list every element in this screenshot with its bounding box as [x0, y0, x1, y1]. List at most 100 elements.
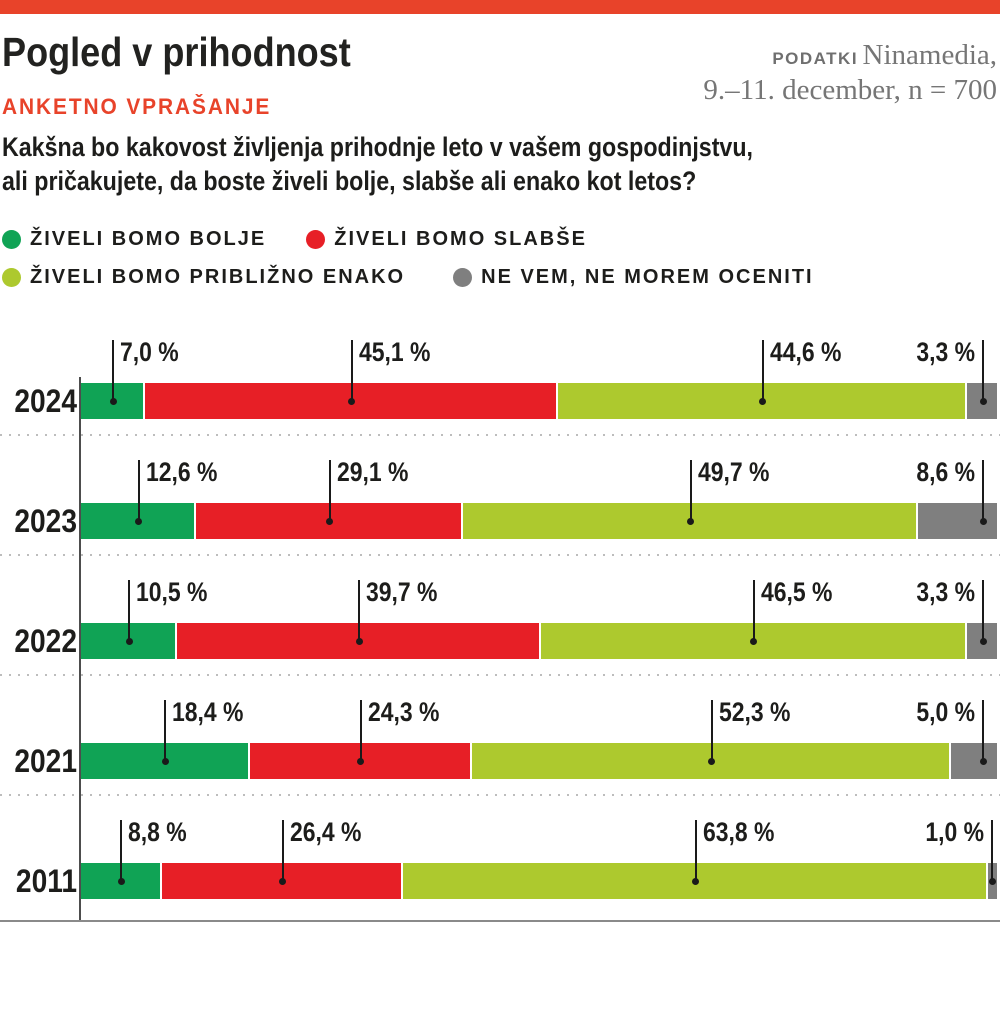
percent-label: 45,1 %: [358, 337, 431, 367]
leader-line: [982, 700, 984, 761]
leader-dot: [979, 517, 987, 525]
legend-dot-worse-icon: [306, 229, 326, 249]
leader-dot: [348, 397, 356, 405]
leader-line: [710, 700, 713, 761]
bar-segment: [951, 743, 997, 779]
leader-dot: [279, 877, 287, 885]
bar-row-2024: 2024 7,0 % 45,1 % 44,6 % 3,3 %: [0, 337, 1000, 457]
bar-row-2023: 2023 12,6 % 29,1 % 49,7 % 8,6 %: [0, 457, 1000, 577]
percent-label: 1,0 %: [925, 817, 985, 847]
x-baseline: [0, 920, 1000, 922]
kicker: ANKETNO VPRAŠANJE: [2, 94, 272, 119]
leader-line: [281, 820, 284, 881]
percent-label: 63,8 %: [702, 817, 775, 847]
leader-dot: [161, 757, 169, 765]
leader-dot: [117, 877, 125, 885]
percent-label: 10,5 %: [136, 577, 208, 607]
leader-dot: [750, 637, 758, 645]
leader-dot: [125, 637, 133, 645]
survey-question: Kakšna bo kakovost življenja prihodnje l…: [2, 130, 753, 198]
legend-row-1: ŽIVELI BOMO BOLJE ŽIVELI BOMO SLABŠE: [2, 224, 814, 254]
percent-label: 7,0 %: [120, 337, 179, 367]
source-line-1: PODATKI Ninamedia,: [703, 40, 997, 75]
leader-line: [112, 340, 115, 401]
year-label: 2022: [14, 623, 77, 659]
page-title: Pogled v prihodnost: [2, 29, 351, 75]
leader-dot: [357, 757, 365, 765]
legend-row-2: ŽIVELI BOMO PRIBLIŽNO ENAKO NE VEM, NE M…: [2, 262, 814, 292]
legend-item-unknown: NE VEM, NE MOREM OCENITI: [453, 266, 813, 289]
leader-dot: [109, 397, 117, 405]
leader-line: [350, 340, 353, 401]
stacked-bar-chart: 2024 7,0 % 45,1 % 44,6 % 3,3 % 2023 12,6 % 29,1…: [0, 337, 1000, 937]
leader-dot: [759, 397, 766, 405]
legend-label-worse: ŽIVELI BOMO SLABŠE: [334, 227, 587, 250]
percent-label: 29,1 %: [336, 457, 409, 487]
source-name: Ninamedia,: [862, 39, 997, 71]
leader-dot: [988, 877, 996, 885]
leader-line: [128, 580, 131, 641]
year-label: 2021: [14, 743, 77, 779]
leader-line: [164, 700, 167, 761]
year-label: 2011: [15, 863, 77, 899]
row-separator: [0, 434, 1000, 436]
legend-dot-unknown-icon: [453, 267, 473, 287]
percent-label: 3,3 %: [916, 577, 975, 607]
leader-line: [761, 340, 764, 401]
percent-label: 24,3 %: [367, 697, 440, 727]
row-separator: [0, 794, 1000, 796]
leader-dot: [692, 877, 700, 885]
source-label: PODATKI: [772, 49, 859, 68]
legend-item-same: ŽIVELI BOMO PRIBLIŽNO ENAKO: [2, 266, 405, 289]
question-line-1: Kakšna bo kakovost življenja prihodnje l…: [2, 132, 753, 162]
leader-line: [694, 820, 697, 881]
legend-dot-better-icon: [2, 229, 21, 249]
y-axis-line: [79, 377, 81, 922]
percent-label: 46,5 %: [760, 577, 833, 607]
percent-label: 18,4 %: [172, 697, 244, 727]
legend-item-worse: ŽIVELI BOMO SLABŠE: [306, 228, 587, 251]
leader-line: [982, 340, 984, 401]
row-separator: [0, 554, 1000, 556]
leader-dot: [979, 397, 987, 405]
leader-line: [991, 820, 994, 881]
top-accent-band: [0, 0, 1000, 14]
percent-label: 39,7 %: [366, 577, 438, 607]
percent-label: 44,6 %: [769, 337, 841, 367]
legend-label-better: ŽIVELI BOMO BOLJE: [30, 227, 267, 250]
year-label: 2024: [14, 383, 77, 419]
leader-dot: [687, 517, 695, 525]
leader-line: [982, 460, 984, 521]
bar-row-2022: 2022 10,5 % 39,7 % 46,5 % 3,3 %: [0, 577, 1000, 697]
percent-label: 8,6 %: [916, 457, 975, 487]
percent-label: 49,7 %: [697, 457, 770, 487]
leader-dot: [135, 517, 143, 525]
bar-row-2021: 2021 18,4 % 24,3 % 52,3 % 5,0 %: [0, 697, 1000, 817]
leader-line: [359, 700, 362, 761]
percent-label: 5,0 %: [916, 697, 975, 727]
leader-line: [982, 580, 984, 641]
year-label: 2023: [14, 503, 77, 539]
percent-label: 52,3 %: [718, 697, 791, 727]
leader-dot: [355, 637, 363, 645]
legend-label-same: ŽIVELI BOMO PRIBLIŽNO ENAKO: [30, 265, 406, 288]
percent-label: 8,8 %: [128, 817, 187, 847]
percent-label: 12,6 %: [145, 457, 218, 487]
leader-line: [328, 460, 331, 521]
leader-line: [120, 820, 123, 881]
leader-line: [689, 460, 692, 521]
legend: ŽIVELI BOMO BOLJE ŽIVELI BOMO SLABŠE ŽIV…: [2, 224, 814, 300]
legend-item-better: ŽIVELI BOMO BOLJE: [2, 228, 266, 251]
leader-dot: [979, 637, 987, 645]
source-detail: 9.–11. december, n = 700: [703, 74, 997, 106]
bar-row-2011: 2011 8,8 % 26,4 % 63,8 % 1,0 %: [16, 817, 997, 937]
leader-line: [358, 580, 360, 641]
leader-dot: [708, 757, 716, 765]
leader-dot: [979, 757, 987, 765]
percent-label: 26,4 %: [289, 817, 361, 847]
question-line-2: ali pričakujete, da boste živeli bolje, …: [2, 166, 697, 196]
legend-dot-same-icon: [2, 267, 21, 287]
leader-line: [137, 460, 140, 521]
data-source: PODATKI Ninamedia, 9.–11. december, n = …: [703, 40, 997, 106]
percent-label: 3,3 %: [916, 337, 975, 367]
